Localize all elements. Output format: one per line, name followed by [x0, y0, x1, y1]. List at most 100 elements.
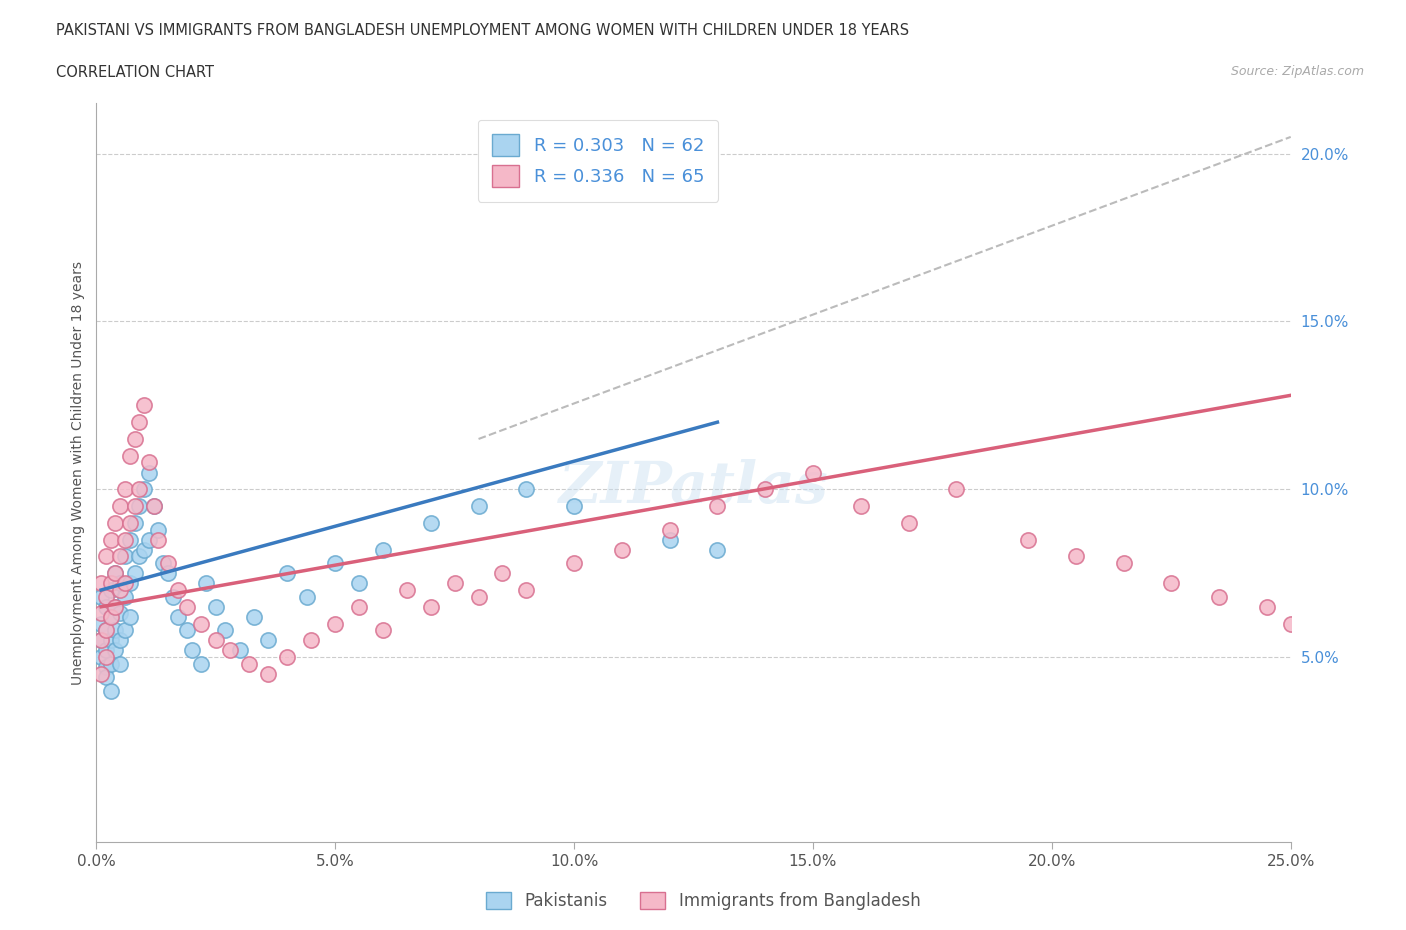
Point: [138, 465, 160, 480]
Point: [90, 606, 112, 621]
Point: [118, 515, 141, 530]
Point: [562, 556, 585, 571]
Point: [104, 599, 127, 614]
Point: [128, 415, 150, 430]
Point: [190, 616, 212, 631]
Point: [124, 565, 146, 580]
Point: [134, 542, 156, 557]
Point: [148, 532, 170, 547]
Point: [100, 576, 122, 591]
Text: CORRELATION CHART: CORRELATION CHART: [56, 65, 214, 80]
Point: [90, 616, 112, 631]
Point: [118, 448, 141, 463]
Point: [100, 657, 122, 671]
Point: [395, 582, 418, 597]
Point: [100, 532, 122, 547]
Point: [138, 455, 160, 470]
Point: [515, 482, 537, 497]
Point: [347, 599, 370, 614]
Point: [257, 667, 280, 682]
Point: [156, 565, 179, 580]
Point: [491, 565, 513, 580]
Point: [94, 659, 117, 674]
Point: [104, 565, 127, 580]
Point: [124, 515, 146, 530]
Point: [1017, 532, 1039, 547]
Point: [94, 670, 117, 684]
Point: [295, 590, 318, 604]
Point: [134, 398, 156, 413]
Point: [299, 633, 322, 648]
Point: [124, 498, 146, 513]
Point: [100, 684, 122, 698]
Point: [754, 482, 776, 497]
Point: [1064, 549, 1087, 564]
Point: [801, 465, 824, 480]
Point: [849, 498, 872, 513]
Point: [100, 582, 122, 597]
Point: [347, 576, 370, 591]
Point: [142, 498, 165, 513]
Point: [706, 542, 728, 557]
Point: [238, 657, 260, 671]
Text: PAKISTANI VS IMMIGRANTS FROM BANGLADESH UNEMPLOYMENT AMONG WOMEN WITH CHILDREN U: PAKISTANI VS IMMIGRANTS FROM BANGLADESH …: [56, 23, 910, 38]
Point: [118, 576, 141, 591]
Point: [138, 532, 160, 547]
Point: [162, 590, 184, 604]
Point: [124, 432, 146, 446]
Point: [166, 609, 188, 624]
Point: [110, 576, 132, 591]
Point: [128, 549, 150, 564]
Point: [156, 556, 179, 571]
Point: [94, 590, 117, 604]
Point: [658, 532, 681, 547]
Point: [467, 498, 489, 513]
Point: [94, 643, 117, 658]
Text: ZIPatlas: ZIPatlas: [558, 459, 828, 515]
Point: [180, 643, 202, 658]
Point: [1279, 616, 1302, 631]
Point: [110, 498, 132, 513]
Point: [706, 498, 728, 513]
Point: [515, 582, 537, 597]
Point: [243, 609, 266, 624]
Point: [562, 498, 585, 513]
Point: [94, 623, 117, 638]
Point: [110, 582, 132, 597]
Point: [897, 515, 920, 530]
Point: [110, 549, 132, 564]
Point: [276, 650, 298, 665]
Point: [190, 657, 212, 671]
Point: [152, 556, 174, 571]
Point: [104, 599, 127, 614]
Point: [118, 532, 141, 547]
Point: [142, 498, 165, 513]
Point: [228, 643, 250, 658]
Point: [419, 515, 441, 530]
Point: [204, 633, 226, 648]
Point: [176, 599, 198, 614]
Point: [118, 609, 141, 624]
Point: [114, 623, 136, 638]
Text: Source: ZipAtlas.com: Source: ZipAtlas.com: [1230, 65, 1364, 78]
Point: [214, 623, 236, 638]
Point: [257, 633, 280, 648]
Legend: R = 0.303   N = 62, R = 0.336   N = 65: R = 0.303 N = 62, R = 0.336 N = 65: [478, 120, 718, 202]
Point: [100, 609, 122, 624]
Point: [371, 623, 394, 638]
Point: [104, 515, 127, 530]
Point: [90, 633, 112, 648]
Point: [110, 633, 132, 648]
Point: [114, 532, 136, 547]
Point: [128, 498, 150, 513]
Point: [148, 522, 170, 537]
Point: [610, 542, 633, 557]
Point: [276, 565, 298, 580]
Point: [104, 643, 127, 658]
Point: [94, 650, 117, 665]
Point: [94, 599, 117, 614]
Point: [128, 482, 150, 497]
Point: [1256, 599, 1278, 614]
Point: [323, 616, 346, 631]
Point: [419, 599, 441, 614]
